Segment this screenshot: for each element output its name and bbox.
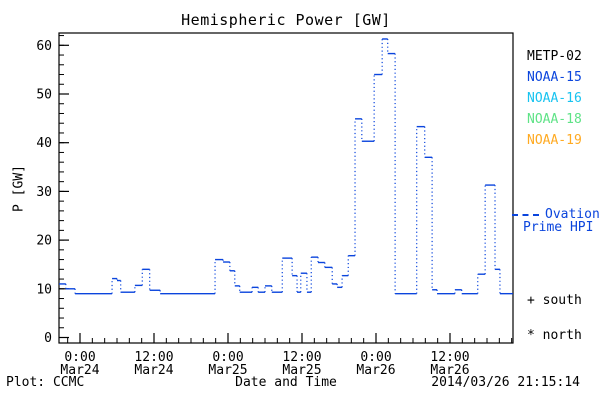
ovation-legend-line2: Prime HPI	[523, 220, 594, 235]
svg-text:Mar26: Mar26	[356, 363, 395, 378]
y-axis-label: P [GW]	[11, 165, 27, 212]
svg-text:Mar25: Mar25	[208, 363, 247, 378]
legend-item-metp02: METP-02	[527, 49, 582, 64]
svg-text:Mar24: Mar24	[134, 363, 173, 378]
legend-item-noaa18: NOAA-18	[527, 112, 582, 127]
south-marker-legend: + south	[527, 293, 582, 308]
plot-source-label: Plot: CCMC	[6, 375, 85, 390]
ovation-legend-line1: Ovation	[545, 207, 600, 222]
svg-text:0:00: 0:00	[64, 350, 95, 365]
north-marker-legend: * north	[527, 328, 582, 343]
svg-text:30: 30	[36, 185, 52, 200]
svg-text:50: 50	[36, 88, 52, 103]
svg-text:60: 60	[36, 39, 52, 54]
svg-text:40: 40	[36, 136, 52, 151]
svg-text:Mar24: Mar24	[60, 363, 99, 378]
svg-text:20: 20	[36, 234, 52, 249]
svg-text:0: 0	[44, 331, 52, 346]
svg-text:12:00: 12:00	[282, 350, 321, 365]
legend-item-noaa19: NOAA-19	[527, 133, 582, 148]
svg-text:12:00: 12:00	[134, 350, 173, 365]
svg-text:Mar26: Mar26	[430, 363, 469, 378]
legend-item-noaa16: NOAA-16	[527, 91, 582, 106]
svg-text:0:00: 0:00	[212, 350, 243, 365]
svg-text:10: 10	[36, 282, 52, 297]
legend-item-noaa15: NOAA-15	[527, 70, 582, 85]
satellite-legend: METP-02 NOAA-15 NOAA-16 NOAA-18 NOAA-19	[527, 46, 582, 151]
plot-timestamp: 2014/03/26 21:15:14	[431, 375, 580, 390]
ovation-legend: Ovation Prime HPI	[512, 207, 600, 235]
dashed-line-sample-icon	[512, 214, 539, 216]
svg-text:Mar25: Mar25	[282, 363, 321, 378]
chart-title: Hemispheric Power [GW]	[181, 11, 391, 29]
svg-text:0:00: 0:00	[360, 350, 391, 365]
svg-text:12:00: 12:00	[430, 350, 469, 365]
x-axis-label: Date and Time	[235, 375, 337, 390]
